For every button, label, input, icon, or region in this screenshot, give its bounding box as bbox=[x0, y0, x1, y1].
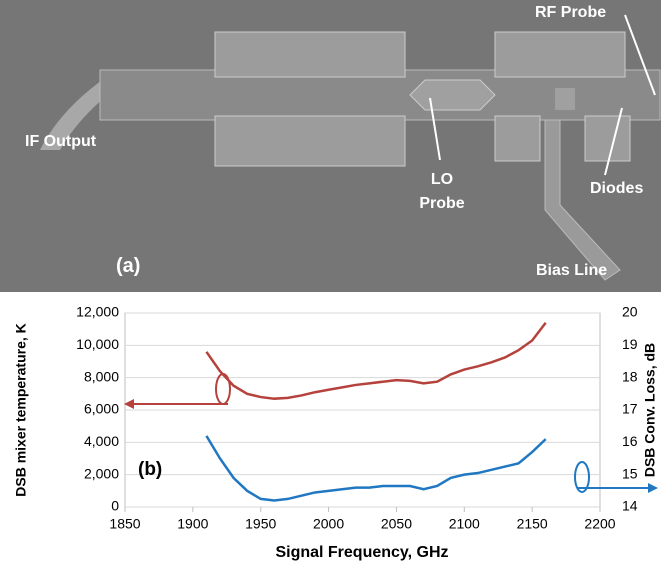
x-tick-label: 2000 bbox=[313, 516, 344, 532]
annotation: IF Output bbox=[25, 133, 97, 150]
panel-label: (b) bbox=[138, 459, 162, 480]
y2-tick-label: 16 bbox=[622, 433, 638, 449]
arrowhead bbox=[124, 399, 134, 409]
series-ellipse bbox=[574, 461, 590, 493]
series-line bbox=[205, 321, 547, 400]
y2-axis-title: DSB Conv. Loss, dB bbox=[642, 343, 658, 477]
annotation: Diodes bbox=[590, 180, 644, 197]
y-tick-label: 4,000 bbox=[84, 433, 119, 449]
y2-tick-label: 17 bbox=[622, 401, 638, 417]
plot: 0 2,000 4,000 6,000 8,000 10,000 12,000 14 15 16 1… bbox=[76, 304, 638, 532]
y-tick-label: 0 bbox=[111, 498, 119, 514]
x-tick-label: 1950 bbox=[245, 516, 276, 532]
arrowhead bbox=[648, 483, 658, 493]
y-tick-label: 2,000 bbox=[84, 465, 119, 481]
x-tick-label: 2100 bbox=[449, 516, 480, 532]
annotation: LO Probe bbox=[419, 171, 465, 212]
annotation: Bias Line bbox=[536, 262, 608, 279]
sem-image bbox=[0, 0, 661, 292]
x-tick-label: 2200 bbox=[584, 516, 615, 532]
annotation: RF Probe bbox=[535, 4, 607, 21]
x-tick-label: 2150 bbox=[517, 516, 548, 532]
x-tick-label: 1900 bbox=[177, 516, 208, 532]
x-tick-label: 1850 bbox=[109, 516, 140, 532]
y2-tick-label: 18 bbox=[622, 368, 638, 384]
y-tick-label: 10,000 bbox=[76, 336, 119, 352]
y-tick-label: 6,000 bbox=[84, 401, 119, 417]
x-axis-title: Signal Frequency, GHz bbox=[275, 544, 448, 561]
y2-tick-label: 15 bbox=[622, 465, 638, 481]
y-axis-title: DSB mixer temperature, K bbox=[13, 323, 29, 497]
x-tick-label: 2050 bbox=[381, 516, 412, 532]
series-line bbox=[205, 435, 547, 502]
series-ellipse bbox=[215, 373, 231, 405]
y2-tick-label: 14 bbox=[622, 498, 638, 514]
y2-tick-label: 20 bbox=[622, 304, 638, 320]
y-tick-label: 12,000 bbox=[76, 304, 119, 320]
y2-tick-label: 19 bbox=[622, 336, 638, 352]
panel-label: (a) bbox=[116, 255, 141, 277]
y-tick-label: 8,000 bbox=[84, 368, 119, 384]
